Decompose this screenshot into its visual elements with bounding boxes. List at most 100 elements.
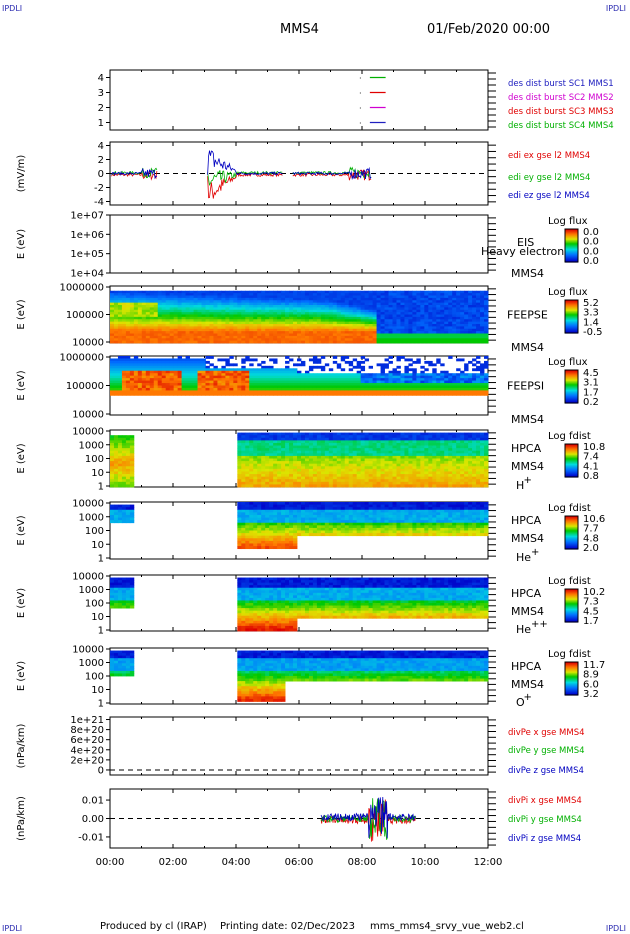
colorbar-segment: [565, 673, 578, 675]
y-tick-label: 0: [98, 169, 104, 180]
colorbar-title: Log fdist: [548, 649, 591, 660]
colorbar-segment: [565, 329, 578, 332]
colorbar-segment: [565, 387, 578, 390]
colorbar-segment: [565, 448, 578, 451]
legend-entry: divPi z gse MMS4: [508, 834, 581, 844]
colorbar-segment: [565, 302, 578, 304]
y-tick-label: 10: [91, 685, 104, 696]
species-charge: +: [531, 547, 539, 558]
colorbar-segment: [565, 312, 578, 314]
colorbar-segment: [565, 309, 578, 312]
colorbar-segment: [565, 603, 578, 605]
heavy-electron-label: Heavy electron to: [481, 245, 579, 258]
colorbar-segment: [565, 320, 578, 323]
colorbar-segment: [565, 589, 578, 591]
spectrogram: [110, 577, 489, 632]
colorbar-segment: [565, 674, 578, 676]
spacecraft-label: MMS4: [511, 413, 544, 426]
instrument-label: HPCA: [511, 514, 542, 527]
legend-entry: des dist burst SC1 MMS1: [508, 79, 614, 89]
y-tick-label: 4e+20: [70, 745, 104, 756]
colorbar-segment: [565, 474, 578, 477]
colorbar-segment: [565, 536, 578, 539]
colorbar-segment: [565, 534, 578, 537]
y-tick-label: 100: [85, 599, 104, 610]
colorbar-frame: [564, 299, 579, 334]
y-axis-label: (mV/m): [16, 155, 27, 193]
y-tick-label: 100000: [66, 310, 104, 321]
x-tick-label: 10:00: [411, 857, 440, 868]
colorbar-title: Log flux: [548, 216, 588, 227]
colorbar-segment: [565, 676, 578, 678]
colorbar-segment: [565, 467, 578, 469]
colorbar-segment: [565, 690, 578, 693]
colorbar-segment: [565, 597, 578, 600]
species-charge: +: [524, 692, 532, 703]
y-tick-label: 10: [91, 540, 104, 551]
colorbar-segment: [565, 240, 578, 242]
colorbar-segment: [565, 231, 578, 233]
colorbar-segment: [565, 593, 578, 596]
y-tick-label: -0.01: [78, 832, 104, 843]
legend-entry: divPe x gse MMS4: [508, 728, 585, 738]
colorbar-tick-label: 0.0: [583, 256, 599, 267]
colorbar-segment: [565, 618, 578, 621]
burst-dot: [359, 92, 361, 94]
colorbar-segment: [565, 662, 578, 664]
colorbar-tick-label: 10.8: [583, 442, 605, 453]
y-tick-label: 1: [98, 554, 104, 565]
colorbar-segment: [565, 234, 578, 237]
colorbar-segment: [565, 307, 578, 310]
y-tick-label: 1000000: [59, 353, 104, 364]
colorbar-segment: [565, 464, 578, 467]
colorbar-segment: [565, 392, 578, 394]
y-axis-label: (nPa/km): [16, 724, 27, 769]
colorbar-segment: [565, 315, 578, 318]
colorbar-segment: [565, 370, 578, 372]
colorbar-segment: [565, 609, 578, 612]
spacecraft-label: MMS4: [511, 267, 544, 280]
colorbar-tick-label: 4.5: [583, 368, 599, 379]
colorbar-segment: [565, 541, 578, 543]
efield-series-trace: [111, 167, 158, 180]
colorbar-segment: [565, 473, 578, 476]
colorbar-segment: [565, 324, 578, 326]
y-tick-label: -2: [94, 183, 104, 194]
y-tick-label: 2: [98, 155, 104, 166]
colorbar-segment: [565, 679, 578, 682]
colorbar-segment: [565, 238, 578, 241]
colorbar-segment: [565, 539, 578, 541]
colorbar-frame: [564, 515, 579, 550]
colorbar-segment: [565, 253, 578, 255]
panel-frame: [109, 214, 489, 274]
colorbar-segment: [565, 614, 578, 616]
spacecraft-label: MMS4: [511, 678, 544, 691]
colorbar-segment: [565, 382, 578, 384]
colorbar-segment: [565, 447, 578, 449]
instrument-label: HPCA: [511, 660, 542, 673]
colorbar-segment: [565, 377, 578, 380]
y-tick-label: 4: [98, 141, 104, 152]
colorbar-tick-label: 3.3: [583, 308, 599, 319]
colorbar-segment: [565, 542, 578, 545]
colorbar-segment: [565, 233, 578, 236]
colorbar-segment: [565, 258, 578, 261]
colorbar-segment: [565, 323, 578, 325]
colorbar-segment: [565, 257, 578, 260]
burst-dot: [359, 77, 361, 79]
species-charge: +: [524, 475, 532, 486]
spectrogram: [110, 650, 489, 702]
colorbar-tick-label: 4.8: [583, 533, 599, 544]
colorbar-segment: [565, 680, 578, 683]
legend-entry: divPe z gse MMS4: [508, 766, 584, 776]
spacecraft-label: MMS4: [511, 532, 544, 545]
colorbar-segment: [565, 251, 578, 253]
colorbar-segment: [565, 595, 578, 598]
colorbar-segment: [565, 453, 578, 456]
colorbar-segment: [565, 678, 578, 681]
y-tick-label: 1: [98, 626, 104, 637]
multi-panel-plot: 4 3 2 1 des dist burst SC1 MMS1 des dist burs…: [16, 69, 614, 868]
colorbar-segment: [565, 607, 578, 610]
y-tick-label: 0.01: [82, 796, 104, 807]
colorbar-segment: [565, 546, 578, 549]
